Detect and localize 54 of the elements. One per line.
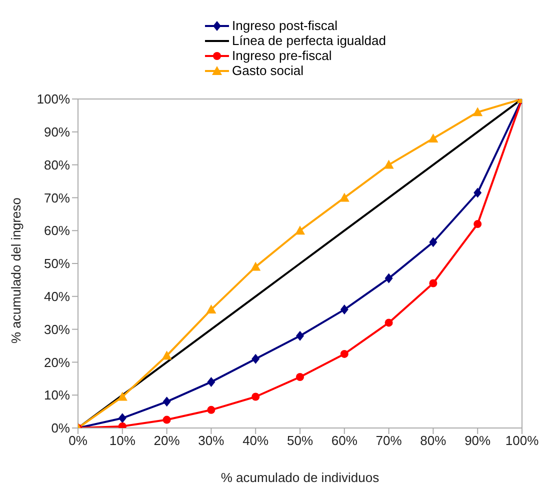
legend-label: Ingreso post-fiscal <box>232 18 338 33</box>
x-tick-label: 100% <box>505 433 540 448</box>
point <box>250 262 261 271</box>
point <box>296 373 304 382</box>
legend-label: Ingreso pre-fiscal <box>232 48 332 63</box>
x-tick-label: 10% <box>109 433 136 448</box>
x-tick-label: 60% <box>331 433 358 448</box>
x-tick-label: 50% <box>286 433 314 448</box>
point <box>429 279 438 288</box>
y-tick-label: 40% <box>44 289 70 304</box>
point <box>252 392 260 401</box>
point <box>474 188 482 198</box>
y-tick-label: 0% <box>51 420 70 436</box>
point <box>472 107 483 116</box>
legend-label: Línea de perfecta igualdad <box>232 33 386 48</box>
point <box>206 304 216 314</box>
point <box>117 392 128 401</box>
point <box>207 376 216 387</box>
point <box>118 413 126 424</box>
point <box>207 406 216 414</box>
point <box>295 226 305 235</box>
point <box>429 237 438 248</box>
x-axis-title: % acumulado de individuos <box>220 470 380 486</box>
point <box>384 318 393 327</box>
legend-label: Gasto social <box>232 63 304 78</box>
x-tick-label: 80% <box>420 433 447 448</box>
x-tick-label: 70% <box>376 433 402 448</box>
y-tick-label: 10% <box>44 388 70 403</box>
y-tick-label: 70% <box>44 190 70 206</box>
y-axis-title: % acumulado del ingreso <box>8 198 24 344</box>
y-tick-label: 90% <box>44 124 70 140</box>
y-tick-label: 80% <box>44 157 70 172</box>
point <box>296 330 304 341</box>
point <box>340 350 348 358</box>
x-tick-label: 90% <box>464 433 492 448</box>
point <box>340 304 348 315</box>
x-tick-label: 30% <box>198 433 225 448</box>
point <box>252 354 260 364</box>
point <box>162 350 172 360</box>
point <box>384 160 394 169</box>
x-tick-label: 40% <box>242 433 270 448</box>
point <box>162 416 171 424</box>
x-tick-label: 20% <box>154 433 180 448</box>
point <box>384 273 393 284</box>
y-tick-label: 60% <box>44 223 70 238</box>
point <box>474 220 482 228</box>
y-tick-label: 30% <box>44 322 70 337</box>
y-tick-label: 100% <box>36 92 70 107</box>
y-tick-label: 20% <box>44 354 70 370</box>
point <box>162 396 171 407</box>
x-tick-label: 0% <box>68 433 88 448</box>
point <box>339 192 350 202</box>
y-tick-label: 50% <box>44 256 70 272</box>
point <box>428 133 438 142</box>
